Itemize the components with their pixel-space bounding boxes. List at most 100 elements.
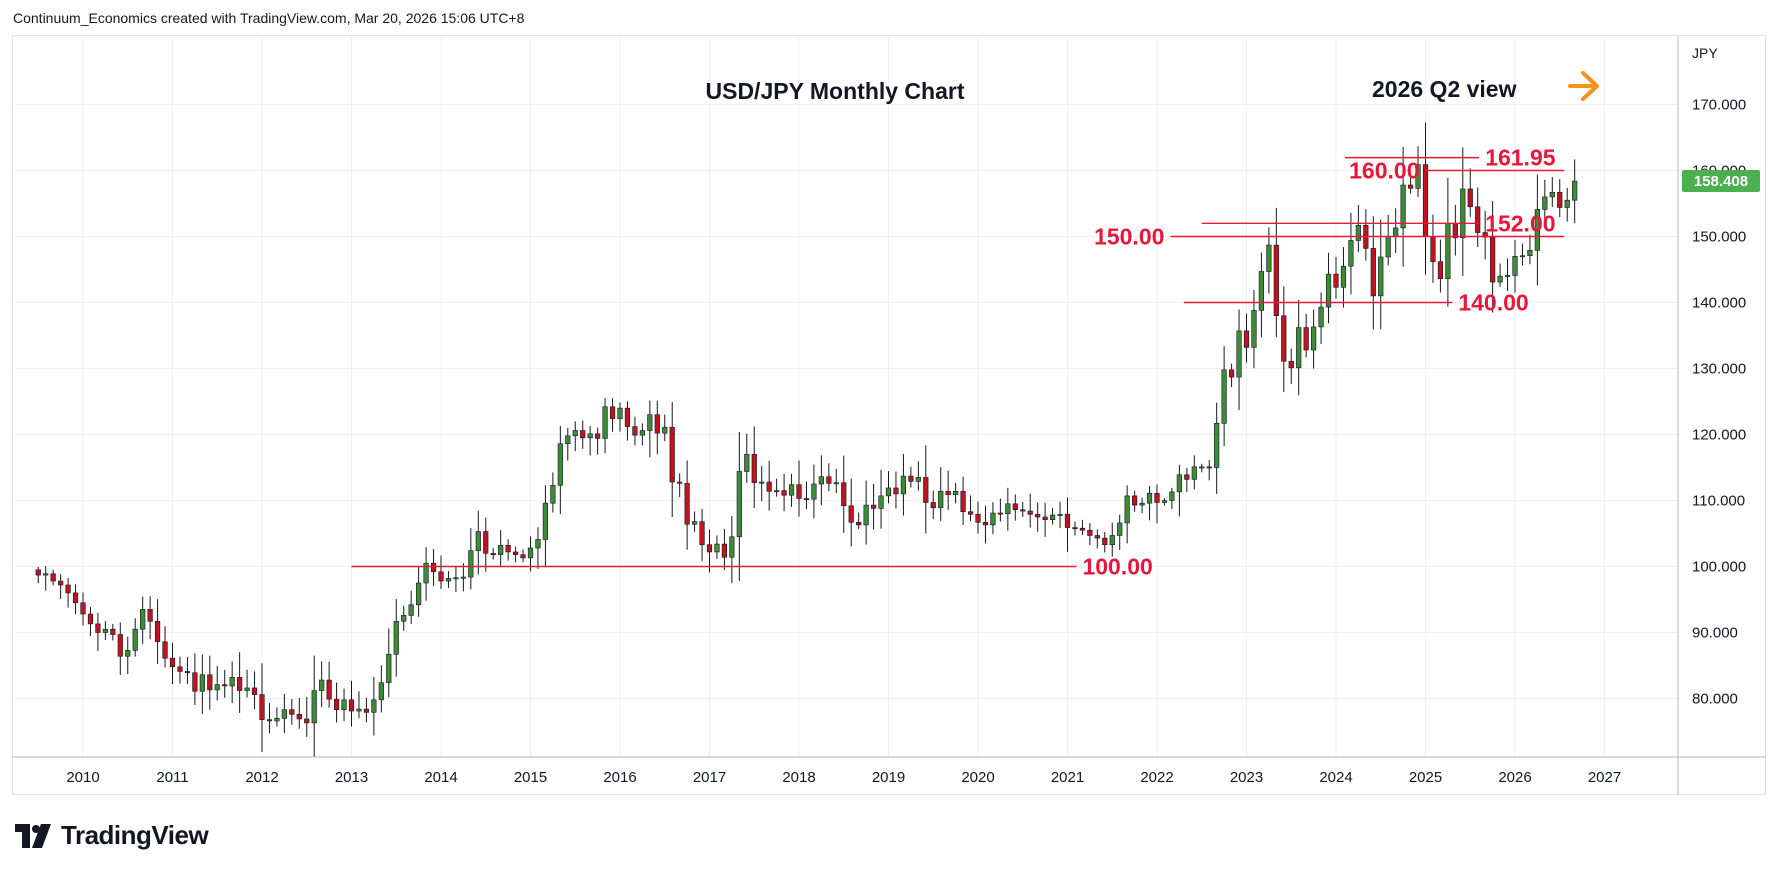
- candle[interactable]: [997, 498, 1003, 522]
- candle[interactable]: [1497, 263, 1503, 287]
- candle[interactable]: [1057, 501, 1063, 529]
- candle[interactable]: [557, 425, 563, 515]
- candle[interactable]: [833, 468, 839, 493]
- candle[interactable]: [1184, 467, 1190, 492]
- candle[interactable]: [624, 401, 631, 441]
- candle[interactable]: [438, 555, 444, 590]
- candle[interactable]: [550, 472, 556, 513]
- candle[interactable]: [1564, 187, 1570, 222]
- candle[interactable]: [1005, 487, 1011, 531]
- candle[interactable]: [1534, 174, 1540, 286]
- candle[interactable]: [900, 454, 907, 516]
- candle[interactable]: [1214, 402, 1220, 494]
- candle[interactable]: [1072, 521, 1078, 536]
- candle[interactable]: [1049, 507, 1056, 525]
- candle[interactable]: [229, 661, 235, 704]
- candle[interactable]: [296, 698, 302, 729]
- candle[interactable]: [938, 467, 944, 521]
- candle[interactable]: [617, 402, 623, 432]
- candle[interactable]: [65, 578, 71, 608]
- candle[interactable]: [140, 596, 146, 644]
- candle[interactable]: [244, 669, 250, 698]
- candle[interactable]: [453, 566, 459, 593]
- candle[interactable]: [1400, 146, 1406, 267]
- candle[interactable]: [744, 433, 750, 483]
- candle[interactable]: [1139, 497, 1145, 514]
- candle[interactable]: [803, 481, 810, 510]
- candle[interactable]: [1512, 239, 1518, 293]
- candle[interactable]: [1542, 179, 1548, 228]
- candle[interactable]: [1355, 204, 1361, 253]
- candle[interactable]: [416, 566, 422, 617]
- candle[interactable]: [1385, 214, 1391, 266]
- candle[interactable]: [72, 584, 79, 615]
- candle[interactable]: [505, 539, 511, 561]
- tradingview-logo[interactable]: TradingView: [15, 820, 209, 851]
- candle[interactable]: [87, 607, 94, 637]
- candle[interactable]: [729, 516, 735, 584]
- candle[interactable]: [527, 536, 534, 572]
- candle[interactable]: [259, 663, 265, 752]
- candle[interactable]: [572, 421, 578, 452]
- candle[interactable]: [1370, 216, 1376, 330]
- candle[interactable]: [878, 469, 884, 529]
- candle[interactable]: [863, 480, 869, 545]
- candle[interactable]: [468, 528, 474, 590]
- candle[interactable]: [1475, 187, 1481, 247]
- candle[interactable]: [1415, 146, 1421, 198]
- candle[interactable]: [1191, 455, 1197, 490]
- candle[interactable]: [1557, 179, 1563, 218]
- candle[interactable]: [1154, 484, 1160, 524]
- candle[interactable]: [1430, 214, 1436, 283]
- candle[interactable]: [826, 463, 832, 492]
- candle[interactable]: [1340, 247, 1347, 308]
- candle[interactable]: [214, 665, 220, 701]
- candle[interactable]: [1228, 363, 1235, 387]
- candle[interactable]: [975, 501, 981, 534]
- candle[interactable]: [266, 703, 273, 734]
- candle[interactable]: [1348, 212, 1354, 295]
- candle[interactable]: [423, 547, 429, 601]
- candle[interactable]: [460, 563, 466, 592]
- candle[interactable]: [1094, 529, 1100, 549]
- candle[interactable]: [699, 509, 705, 562]
- candle[interactable]: [1572, 159, 1578, 224]
- candle[interactable]: [639, 423, 645, 446]
- candle[interactable]: [908, 466, 914, 488]
- candle[interactable]: [289, 699, 295, 725]
- candle[interactable]: [512, 546, 519, 563]
- candle[interactable]: [535, 527, 541, 569]
- candle[interactable]: [483, 517, 489, 572]
- candle[interactable]: [1333, 256, 1339, 299]
- candle[interactable]: [341, 688, 347, 722]
- candle[interactable]: [95, 612, 101, 651]
- candle[interactable]: [542, 485, 549, 568]
- candle[interactable]: [990, 502, 996, 535]
- candle[interactable]: [1169, 487, 1175, 509]
- candle[interactable]: [35, 566, 41, 584]
- candle[interactable]: [147, 596, 153, 640]
- candle[interactable]: [587, 426, 593, 456]
- candle[interactable]: [1273, 207, 1279, 338]
- candle[interactable]: [251, 671, 258, 710]
- candle[interactable]: [1281, 286, 1287, 393]
- candle[interactable]: [378, 665, 384, 713]
- candle[interactable]: [177, 656, 183, 684]
- candle[interactable]: [1206, 460, 1212, 481]
- candle[interactable]: [1467, 168, 1473, 217]
- candle[interactable]: [848, 478, 854, 547]
- candle[interactable]: [237, 652, 243, 713]
- candle[interactable]: [684, 460, 690, 550]
- candle[interactable]: [132, 618, 138, 657]
- candle[interactable]: [348, 680, 355, 727]
- candle[interactable]: [1363, 209, 1369, 261]
- candle[interactable]: [192, 653, 198, 706]
- candle[interactable]: [885, 471, 892, 504]
- candle[interactable]: [1460, 147, 1466, 276]
- candle[interactable]: [408, 590, 414, 624]
- candle[interactable]: [50, 569, 56, 586]
- candle[interactable]: [1117, 514, 1123, 551]
- candle[interactable]: [363, 697, 370, 723]
- candle[interactable]: [1519, 243, 1526, 266]
- candle[interactable]: [1325, 252, 1332, 324]
